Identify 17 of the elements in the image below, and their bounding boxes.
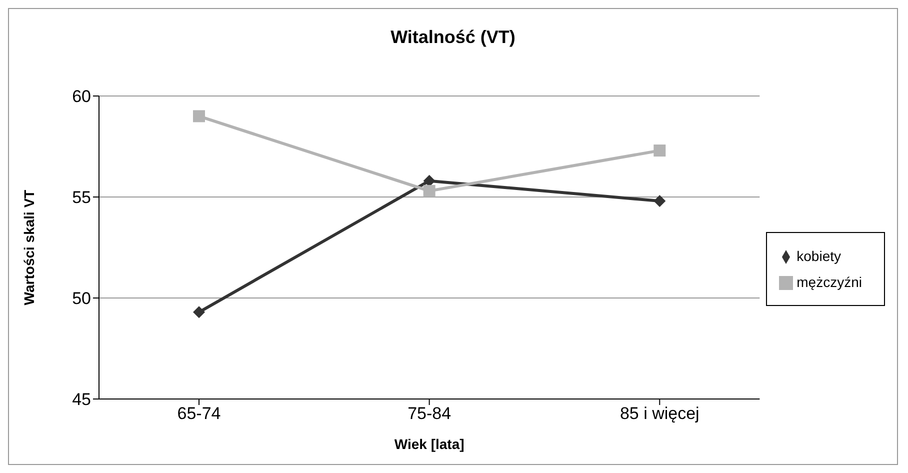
x-tick-label: 85 i więcej: [620, 404, 700, 424]
point: [654, 144, 666, 157]
legend-label: kobiety: [796, 248, 841, 264]
y-tick-label: 60: [72, 87, 91, 106]
y-tick-label: 45: [72, 390, 91, 410]
legend-label: mężczyźni: [796, 274, 862, 290]
y-axis-title: Wartości skali VT: [20, 189, 37, 306]
x-tick-label: 65-74: [177, 404, 221, 424]
point: [193, 306, 205, 318]
point: [193, 110, 205, 122]
x-tick-label: 75-84: [408, 404, 452, 424]
point: [423, 184, 436, 197]
y-tick-label: 50: [72, 289, 91, 308]
y-tick-label: 55: [72, 188, 91, 208]
point: [654, 195, 666, 208]
x-axis-title: Wiek [lata]: [394, 436, 464, 452]
chart-title: Witalność (VT): [390, 27, 516, 48]
